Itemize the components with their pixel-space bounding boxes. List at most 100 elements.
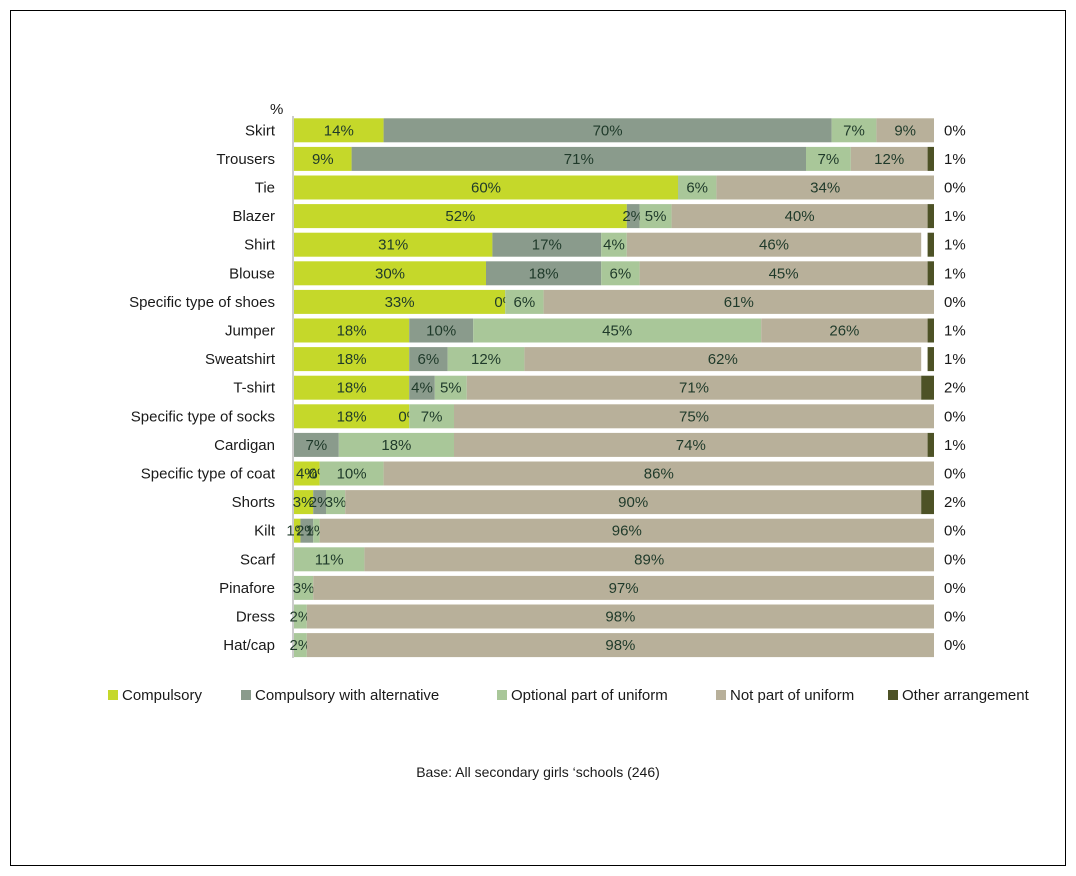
- category-label-pinafore: Pinafore: [219, 580, 275, 597]
- data-label-hat-cap-not-part-of-uniform: 98%: [605, 637, 635, 654]
- data-label-blouse-compulsory: 30%: [375, 265, 405, 282]
- bar-shirt-compulsory-with-alternative: [492, 232, 602, 257]
- data-label-pinafore-other-arrangement: 0%: [944, 580, 966, 597]
- unit-label: %: [270, 101, 283, 118]
- bar-jumper-optional-part-of-uniform: [473, 318, 762, 343]
- bar-blazer-compulsory: [294, 204, 627, 229]
- bar-pinafore-optional-part-of-uniform: [294, 575, 314, 600]
- data-label-blazer-compulsory-with-alternative: 2%: [622, 208, 644, 225]
- bar-t-shirt-compulsory-with-alternative: [409, 375, 435, 400]
- data-label-shorts-compulsory: 3%: [293, 494, 315, 511]
- bar-sweatshirt-not-part-of-uniform: [524, 347, 922, 372]
- bar-kilt-not-part-of-uniform: [319, 518, 935, 543]
- data-label-specific-type-of-shoes-other-arrangement: 0%: [944, 294, 966, 311]
- bar-blazer-optional-part-of-uniform: [639, 204, 672, 229]
- data-label-cardigan-optional-part-of-uniform: 18%: [381, 437, 411, 454]
- bar-sweatshirt-compulsory-with-alternative: [409, 347, 448, 372]
- bar-t-shirt-other-arrangement: [921, 375, 934, 400]
- data-label-tie-other-arrangement: 0%: [944, 180, 966, 197]
- bar-hat-cap-optional-part-of-uniform: [294, 633, 307, 658]
- bar-shorts-other-arrangement: [921, 490, 934, 515]
- category-label-specific-type-of-shoes: Specific type of shoes: [129, 294, 275, 311]
- bar-blouse-compulsory-with-alternative: [486, 261, 602, 286]
- legend-swatch-optional-part-of-uniform: [497, 690, 507, 700]
- data-label-trousers-other-arrangement: 1%: [944, 151, 966, 168]
- bar-hat-cap-not-part-of-uniform: [306, 633, 934, 658]
- category-label-blouse: Blouse: [229, 265, 275, 282]
- data-label-t-shirt-compulsory-with-alternative: 4%: [411, 380, 433, 397]
- bar-specific-type-of-socks-compulsory: [294, 404, 410, 429]
- category-label-blazer: Blazer: [232, 208, 275, 225]
- category-label-kilt: Kilt: [254, 523, 276, 540]
- category-label-cardigan: Cardigan: [214, 437, 275, 454]
- bar-shirt-compulsory: [294, 232, 493, 257]
- data-label-blazer-compulsory: 52%: [445, 208, 475, 225]
- bar-specific-type-of-coat-optional-part-of-uniform: [319, 461, 384, 486]
- data-label-scarf-other-arrangement: 0%: [944, 551, 966, 568]
- data-label-blouse-optional-part-of-uniform: 6%: [610, 265, 632, 282]
- legend: Compulsory Compulsory with alternative Opt…: [108, 687, 1030, 704]
- bar-jumper-compulsory: [294, 318, 410, 343]
- data-label-sweatshirt-optional-part-of-uniform: 12%: [471, 351, 501, 368]
- data-label-kilt-not-part-of-uniform: 96%: [612, 523, 642, 540]
- legend-swatch-not-part-of-uniform: [716, 690, 726, 700]
- data-label-sweatshirt-compulsory-with-alternative: 6%: [418, 351, 440, 368]
- category-label-t-shirt: T-shirt: [233, 380, 276, 397]
- bar-t-shirt-optional-part-of-uniform: [434, 375, 467, 400]
- data-label-shirt-compulsory: 31%: [378, 237, 408, 254]
- bar-shorts-compulsory: [294, 490, 314, 515]
- bar-dress-optional-part-of-uniform: [294, 604, 307, 629]
- category-label-skirt: Skirt: [245, 122, 276, 139]
- data-label-trousers-not-part-of-uniform: 12%: [874, 151, 904, 168]
- data-label-skirt-compulsory: 14%: [324, 122, 354, 139]
- bar-kilt-compulsory-with-alternative: [300, 518, 314, 543]
- data-label-dress-optional-part-of-uniform: 2%: [290, 609, 312, 626]
- data-label-jumper-compulsory: 18%: [337, 323, 367, 340]
- bar-cardigan-compulsory-with-alternative: [294, 432, 339, 457]
- bar-cardigan-not-part-of-uniform: [454, 432, 928, 457]
- data-label-trousers-compulsory-with-alternative: 71%: [564, 151, 594, 168]
- data-label-specific-type-of-coat-optional-part-of-uniform: 10%: [337, 466, 367, 483]
- data-label-specific-type-of-socks-compulsory: 18%: [337, 408, 367, 425]
- bar-shirt-optional-part-of-uniform: [601, 232, 627, 257]
- legend-label-optional-part-of-uniform: Optional part of uniform: [511, 687, 668, 704]
- data-label-jumper-other-arrangement: 1%: [944, 323, 966, 340]
- data-label-skirt-compulsory-with-alternative: 70%: [593, 122, 623, 139]
- data-label-dress-not-part-of-uniform: 98%: [605, 609, 635, 626]
- bar-jumper-compulsory-with-alternative: [409, 318, 474, 343]
- data-label-scarf-optional-part-of-uniform: 11%: [315, 551, 344, 568]
- bar-trousers-compulsory-with-alternative: [351, 146, 806, 171]
- data-label-specific-type-of-shoes-optional-part-of-uniform: 6%: [514, 294, 536, 311]
- bar-skirt-compulsory-with-alternative: [383, 118, 832, 143]
- bar-specific-type-of-shoes-optional-part-of-uniform: [505, 289, 544, 314]
- data-label-cardigan-not-part-of-uniform: 74%: [676, 437, 706, 454]
- bar-blouse-compulsory: [294, 261, 486, 286]
- bar-tie-not-part-of-uniform: [716, 175, 934, 200]
- bar-t-shirt-not-part-of-uniform: [466, 375, 922, 400]
- data-label-kilt-compulsory-with-alternative: 2%: [296, 523, 318, 540]
- category-label-trousers: Trousers: [216, 151, 275, 168]
- data-label-hat-cap-optional-part-of-uniform: 2%: [290, 637, 312, 654]
- data-label-sweatshirt-other-arrangement: 1%: [944, 351, 966, 368]
- bar-tie-compulsory: [294, 175, 678, 200]
- legend-label-compulsory-with-alternative: Compulsory with alternative: [255, 687, 439, 704]
- category-label-specific-type-of-coat: Specific type of coat: [141, 466, 276, 483]
- data-label-sweatshirt-compulsory: 18%: [337, 351, 367, 368]
- bar-blouse-not-part-of-uniform: [639, 261, 928, 286]
- data-label-shorts-compulsory-with-alternative: 2%: [309, 494, 331, 511]
- bar-shirt-other-arrangement: [927, 232, 934, 257]
- bar-specific-type-of-socks-optional-part-of-uniform: [409, 404, 454, 429]
- data-label-t-shirt-optional-part-of-uniform: 5%: [440, 380, 462, 397]
- bar-specific-type-of-socks-not-part-of-uniform: [454, 404, 934, 429]
- data-label-pinafore-not-part-of-uniform: 97%: [609, 580, 639, 597]
- bars-group: Skirt 14% 70% 7% 9% 0% Trousers 9% 71% 7% 12% 1% Tie…: [129, 118, 966, 658]
- bar-blazer-other-arrangement: [927, 204, 934, 229]
- category-label-dress: Dress: [236, 609, 275, 626]
- legend-swatch-other-arrangement: [888, 690, 898, 700]
- bar-cardigan-other-arrangement: [927, 432, 934, 457]
- bar-tie-optional-part-of-uniform: [678, 175, 717, 200]
- data-label-sweatshirt-not-part-of-uniform: 62%: [708, 351, 738, 368]
- category-label-tie: Tie: [255, 180, 275, 197]
- data-label-blazer-not-part-of-uniform: 40%: [785, 208, 815, 225]
